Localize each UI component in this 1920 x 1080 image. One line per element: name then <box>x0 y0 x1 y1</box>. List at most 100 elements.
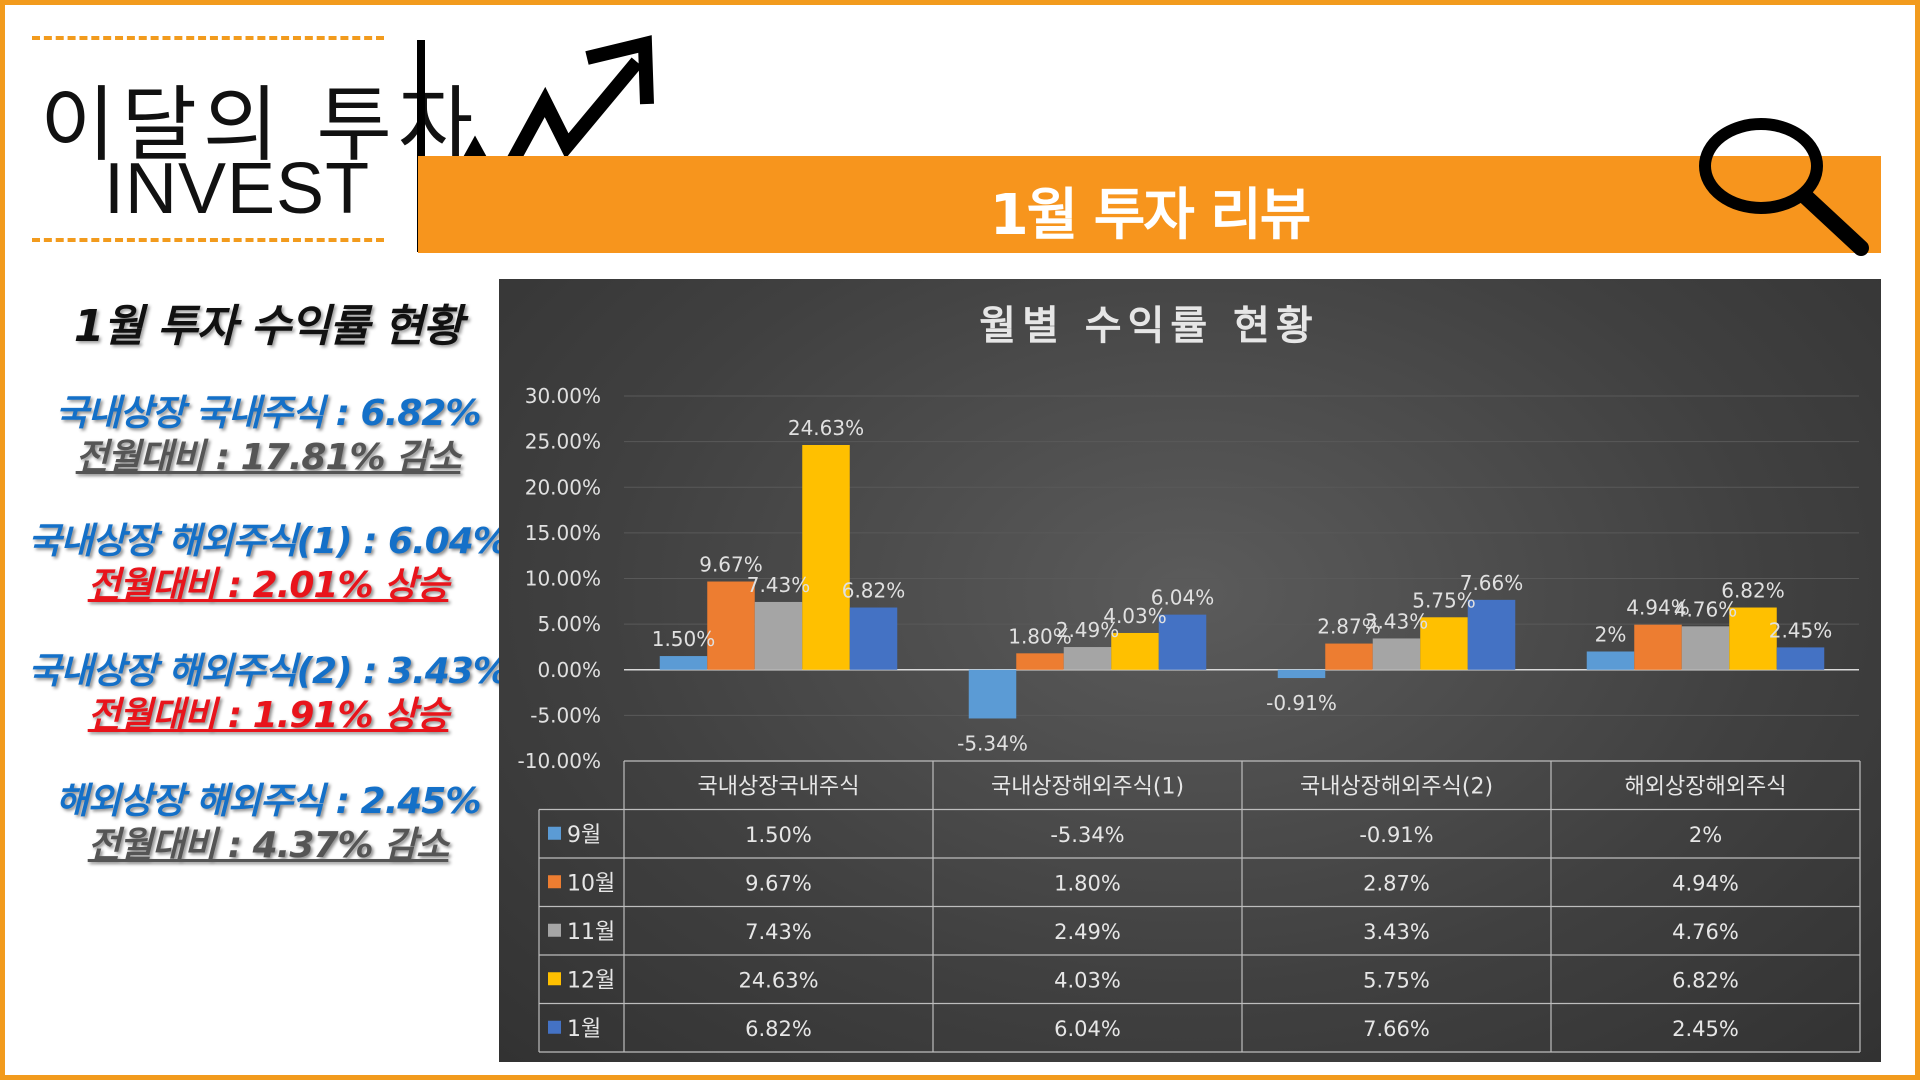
data-label: 6.04% <box>1151 586 1215 610</box>
summary-item-name: 해외상장 해외주식 : 2.45% <box>55 781 482 822</box>
table-cell: 4.03% <box>1054 968 1121 992</box>
y-tick-label: 15.00% <box>525 521 601 545</box>
summary-item-domestic-overseas-1: 국내상장 해외주식(1) : 6.04% 전월대비 : 2.01% 상승 <box>28 520 509 608</box>
bar <box>1634 624 1682 670</box>
table-cell: 24.63% <box>738 968 818 992</box>
category-label: 국내상장해외주식(2) <box>1300 774 1493 799</box>
category-label: 국내상장해외주식(1) <box>991 774 1184 799</box>
bar <box>1420 617 1468 670</box>
bar <box>707 581 755 670</box>
data-label: 2.49% <box>1056 618 1120 642</box>
legend-swatch <box>548 1020 561 1034</box>
y-tick-label: -5.00% <box>530 703 601 727</box>
bar <box>1586 651 1635 670</box>
data-label: 4.03% <box>1103 604 1167 628</box>
data-label: -5.34% <box>957 731 1028 755</box>
bar <box>1467 599 1516 670</box>
bar <box>1158 614 1207 670</box>
bar-chart: 월별 수익률 현황 30.00% 25.00% 20.00% 15.00% 10.00%… <box>518 303 1861 1053</box>
logo-divider-bottom <box>32 238 384 242</box>
banner-title: 1월 투자 리뷰 <box>989 183 1312 248</box>
table-cell: 9.67% <box>745 871 812 895</box>
y-tick-label: 25.00% <box>525 430 601 454</box>
table-cell: 3.43% <box>1363 920 1430 944</box>
summary-item-compare: 전월대비 : 1.91% 상승 <box>87 695 450 736</box>
data-label: 4.94% <box>1626 596 1690 620</box>
y-tick-label: -10.00% <box>518 749 601 773</box>
summary-item-compare: 전월대비 : 17.81% 감소 <box>75 437 462 478</box>
bar <box>1111 632 1159 670</box>
summary-item-compare: 전월대비 : 4.37% 감소 <box>87 825 450 866</box>
summary-item-name: 국내상장 해외주식(1) : 6.04% <box>28 521 509 562</box>
logo-title-english: INVEST <box>104 149 371 229</box>
table-cell: 2.87% <box>1363 871 1430 895</box>
table-cell: 4.76% <box>1672 920 1739 944</box>
bar <box>1063 647 1112 670</box>
data-label: 7.66% <box>1460 571 1524 595</box>
data-label: 2.87% <box>1317 615 1381 639</box>
data-label: 3.43% <box>1365 609 1429 633</box>
data-label: 4.76% <box>1674 597 1738 621</box>
y-tick-label: 30.00% <box>525 384 601 408</box>
data-label: 2.45% <box>1769 618 1833 642</box>
legend-label: 12월 <box>567 968 615 993</box>
summary-item-name: 국내상장 해외주식(2) : 3.43% <box>28 651 509 692</box>
data-label: 2% <box>1595 623 1627 647</box>
bar <box>802 445 850 670</box>
data-label: 1.80% <box>1008 624 1072 648</box>
bar <box>1325 643 1373 670</box>
table-cell: 5.75% <box>1363 968 1430 992</box>
logo-divider-top <box>32 36 384 40</box>
bar <box>1277 669 1326 679</box>
legend-swatch <box>548 923 561 937</box>
y-tick-label: 5.00% <box>537 612 601 636</box>
category-label: 해외상장해외주식 <box>1625 774 1787 799</box>
summary-item-domestic-domestic: 국내상장 국내주식 : 6.82% 전월대비 : 17.81% 감소 <box>28 392 508 480</box>
magnifier-icon <box>1699 118 1869 256</box>
legend-label: 11월 <box>567 920 615 945</box>
y-tick-label: 0.00% <box>537 658 601 682</box>
table-cell: 1.80% <box>1054 871 1121 895</box>
data-label: 7.43% <box>747 573 811 597</box>
table-cell: 6.04% <box>1054 1017 1121 1041</box>
summary-item-domestic-overseas-2: 국내상장 해외주식(2) : 3.43% 전월대비 : 1.91% 상승 <box>28 650 509 738</box>
data-label: 1.50% <box>652 627 716 651</box>
data-label: -0.91% <box>1266 691 1337 715</box>
legend-label: 9월 <box>567 823 601 848</box>
table-cell: 6.82% <box>1672 968 1739 992</box>
table-cell: 7.43% <box>745 920 812 944</box>
bar <box>754 601 803 670</box>
table-cell: 7.66% <box>1363 1017 1430 1041</box>
bar <box>1681 626 1730 670</box>
legend-label: 1월 <box>567 1017 601 1042</box>
data-label: 6.82% <box>1721 579 1785 603</box>
chart-title: 월별 수익률 현황 <box>979 303 1318 349</box>
table-cell: 2.49% <box>1054 920 1121 944</box>
data-label: 6.82% <box>842 579 906 603</box>
table-cell: 2% <box>1689 823 1722 847</box>
bar <box>849 607 898 670</box>
table-cell: 2.45% <box>1672 1017 1739 1041</box>
table-cell: 4.94% <box>1672 871 1739 895</box>
bar <box>1016 653 1064 670</box>
table-cell: 1.50% <box>745 823 812 847</box>
data-label: 9.67% <box>699 553 763 577</box>
legend-label: 10월 <box>567 871 615 896</box>
table-cell: -5.34% <box>1050 823 1124 847</box>
y-tick-label: 10.00% <box>525 567 601 591</box>
title-banner: 1월 투자 리뷰 <box>418 156 1881 253</box>
bar <box>1372 638 1421 670</box>
bar <box>1776 647 1825 670</box>
bar <box>968 669 1017 719</box>
data-label: 24.63% <box>788 416 864 440</box>
legend-swatch <box>548 972 561 986</box>
table-cell: 6.82% <box>745 1017 812 1041</box>
summary-item-overseas-overseas: 해외상장 해외주식 : 2.45% 전월대비 : 4.37% 감소 <box>28 780 508 868</box>
logo-title-korean: 이달의 투자 <box>40 78 480 173</box>
bar <box>659 656 708 670</box>
legend-swatch <box>548 875 561 889</box>
category-label: 국내상장국내주식 <box>698 774 860 799</box>
summary-title: 1월 투자 수익률 현황 <box>73 301 463 352</box>
summary-item-name: 국내상장 국내주식 : 6.82% <box>55 393 482 434</box>
